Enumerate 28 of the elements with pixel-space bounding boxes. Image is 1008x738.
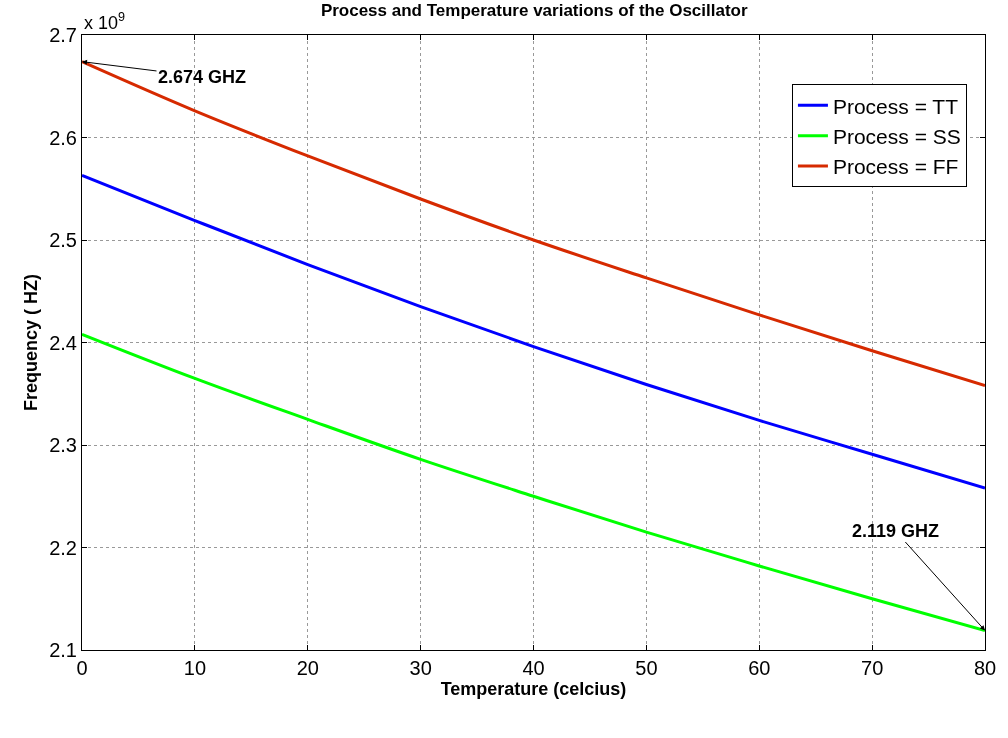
chart-title: Process and Temperature variations of the Oscillator [320,0,748,20]
x-tick-label: 20 [296,657,319,679]
x-tick-label: 10 [183,657,207,679]
x-tick-label: 40 [522,657,545,679]
line-series [82,332,985,633]
legend-label: Process = SS [832,124,961,148]
annotation: 2.119 GHZ [852,521,940,541]
x-tick-label: 0 [76,657,88,679]
legend-label: Process = FF [832,155,959,179]
y-tick-label: 2.6 [49,126,77,149]
legend-label: Process = TT [832,94,959,118]
x-tick-label: 70 [861,657,884,679]
text: x 10$^{9}$ [84,10,126,33]
line-series [82,59,985,388]
x-tick-label: 80 [973,657,997,679]
x-tick-label: 50 [635,657,658,679]
y-tick-label: 2.1 [49,639,77,661]
annotation: 2.674 GHZ [158,67,247,87]
x-tick-label: 60 [748,657,771,679]
y-tick-label: 2.5 [49,229,77,251]
x-axis-title: Temperature (celcius) [440,679,627,699]
y-axis-title: Frequency ( HZ) [21,273,42,412]
y-tick-label: 2.3 [49,434,77,456]
y-tick-label: 2.4 [49,331,77,354]
y-tick-label: 2.7 [49,24,77,46]
y-tick-label: 2.2 [49,536,77,559]
line-series [82,173,985,490]
x-tick-label: 30 [409,657,432,679]
